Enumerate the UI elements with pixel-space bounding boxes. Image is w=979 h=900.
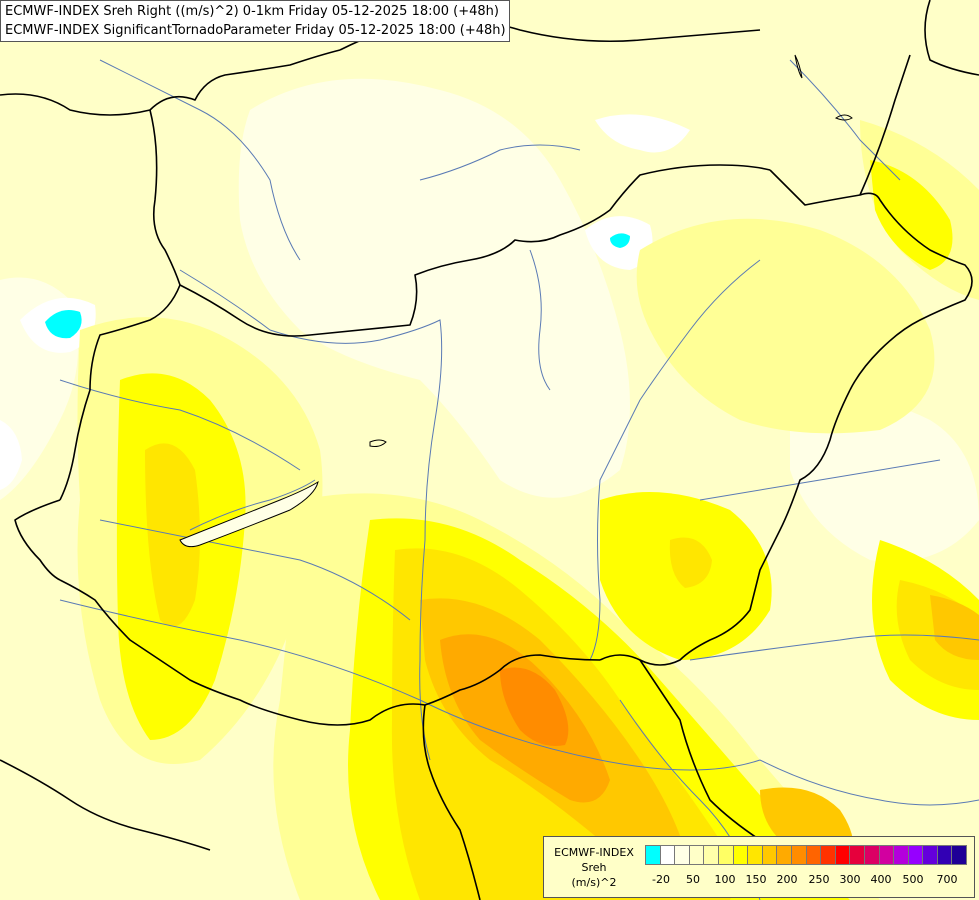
river-east-1: [699, 459, 941, 501]
lake-small-3: [794, 54, 803, 79]
border-ukraine: [769, 169, 973, 391]
rivers: [59, 59, 979, 900]
legend-swatch: [893, 845, 909, 865]
border-austria-hungary: [59, 284, 181, 501]
legend-tick-label: 500: [902, 873, 924, 886]
legend-tick-label: 300: [839, 873, 861, 886]
border-austria-czech: [0, 49, 341, 116]
legend-title: ECMWF-INDEX Sreh (m/s)^2: [548, 845, 640, 890]
dark-orange-core: [500, 667, 569, 746]
river-sava: [59, 599, 761, 771]
legend-swatches: [645, 845, 968, 865]
border-hungary-serbia: [424, 654, 601, 706]
legend-swatch: [747, 845, 763, 865]
legend-swatch: [820, 845, 836, 865]
lake-small-1: [369, 439, 387, 447]
border-south-west: [0, 759, 211, 851]
legend-tick-label: 400: [870, 873, 892, 886]
gold-east-spot: [669, 537, 712, 588]
color-legend: ECMWF-INDEX Sreh (m/s)^2 -20 50 100 150 200 2…: [543, 836, 975, 898]
pale-area-north: [238, 78, 630, 498]
legend-swatch: [717, 845, 734, 865]
lake-balaton: [179, 480, 319, 548]
yellow-northeast: [870, 160, 953, 270]
river-drava: [99, 519, 411, 621]
lake-small-2: [834, 114, 853, 121]
river-west-1: [59, 379, 301, 471]
river-tisza: [589, 259, 761, 661]
legend-swatch: [907, 845, 924, 865]
legend-swatch: [849, 845, 865, 865]
legend-swatch: [732, 845, 749, 865]
legend-tick-label: 50: [686, 873, 700, 886]
border-serbia-romania: [639, 659, 761, 841]
legend-ticks: -20 50 100 150 200 250 300 400 500 700: [645, 873, 975, 889]
legend-swatch: [805, 845, 822, 865]
border-austria-slovakia: [149, 109, 181, 286]
title-box: ECMWF-INDEX Sreh Right ((m/s)^2) 0-1km F…: [0, 0, 510, 42]
legend-swatch: [703, 845, 719, 865]
river-balaton: [189, 479, 316, 531]
legend-variable: Sreh: [581, 861, 607, 874]
river-northeast: [789, 59, 901, 181]
title-line-sreh: ECMWF-INDEX Sreh Right ((m/s)^2) 0-1km F…: [5, 4, 499, 19]
legend-swatch: [951, 845, 968, 865]
legend-swatch: [776, 845, 792, 865]
title-line-stp: ECMWF-INDEX SignificantTornadoParameter …: [5, 23, 506, 38]
river-southeast: [759, 759, 979, 806]
legend-swatch: [790, 845, 807, 865]
legend-swatch: [645, 845, 661, 865]
legend-tick-label: 100: [714, 873, 736, 886]
river-north-1: [419, 144, 581, 181]
border-slovenia: [14, 499, 61, 581]
light-yellow-east: [636, 218, 935, 434]
legend-tick-label: -20: [652, 873, 670, 886]
border-hungary-romania: [599, 389, 851, 666]
white-area-edge: [0, 420, 22, 490]
border-croatia-serbia: [422, 704, 481, 900]
river-danube: [179, 269, 443, 761]
border-slovakia-hungary: [179, 164, 771, 337]
legend-swatch: [863, 845, 880, 865]
river-north-2: [529, 249, 551, 391]
cyan-spot-west: [45, 309, 82, 339]
legend-swatch: [922, 845, 938, 865]
legend-tick-label: 200: [776, 873, 798, 886]
legend-swatch: [761, 845, 778, 865]
legend-tick-label: 250: [808, 873, 830, 886]
legend-swatch: [878, 845, 895, 865]
pale-area-east: [790, 400, 979, 562]
legend-unit: (m/s)^2: [571, 876, 617, 889]
border-hungary-croatia: [59, 579, 426, 726]
legend-swatch: [674, 845, 690, 865]
legend-swatch: [688, 845, 705, 865]
legend-swatch: [936, 845, 953, 865]
amber-far-east: [930, 595, 979, 660]
legend-swatch: [659, 845, 676, 865]
cyan-spot-north: [610, 233, 630, 248]
legend-tick-label: 150: [745, 873, 767, 886]
legend-model: ECMWF-INDEX: [554, 846, 634, 859]
river-northwest: [99, 59, 301, 261]
border-northeast: [859, 54, 911, 196]
legend-tick-label: 700: [936, 873, 958, 886]
border-ukraine-romania: [924, 0, 979, 76]
river-east-2: [689, 634, 979, 661]
legend-swatch: [834, 845, 851, 865]
white-area-north: [595, 114, 690, 153]
